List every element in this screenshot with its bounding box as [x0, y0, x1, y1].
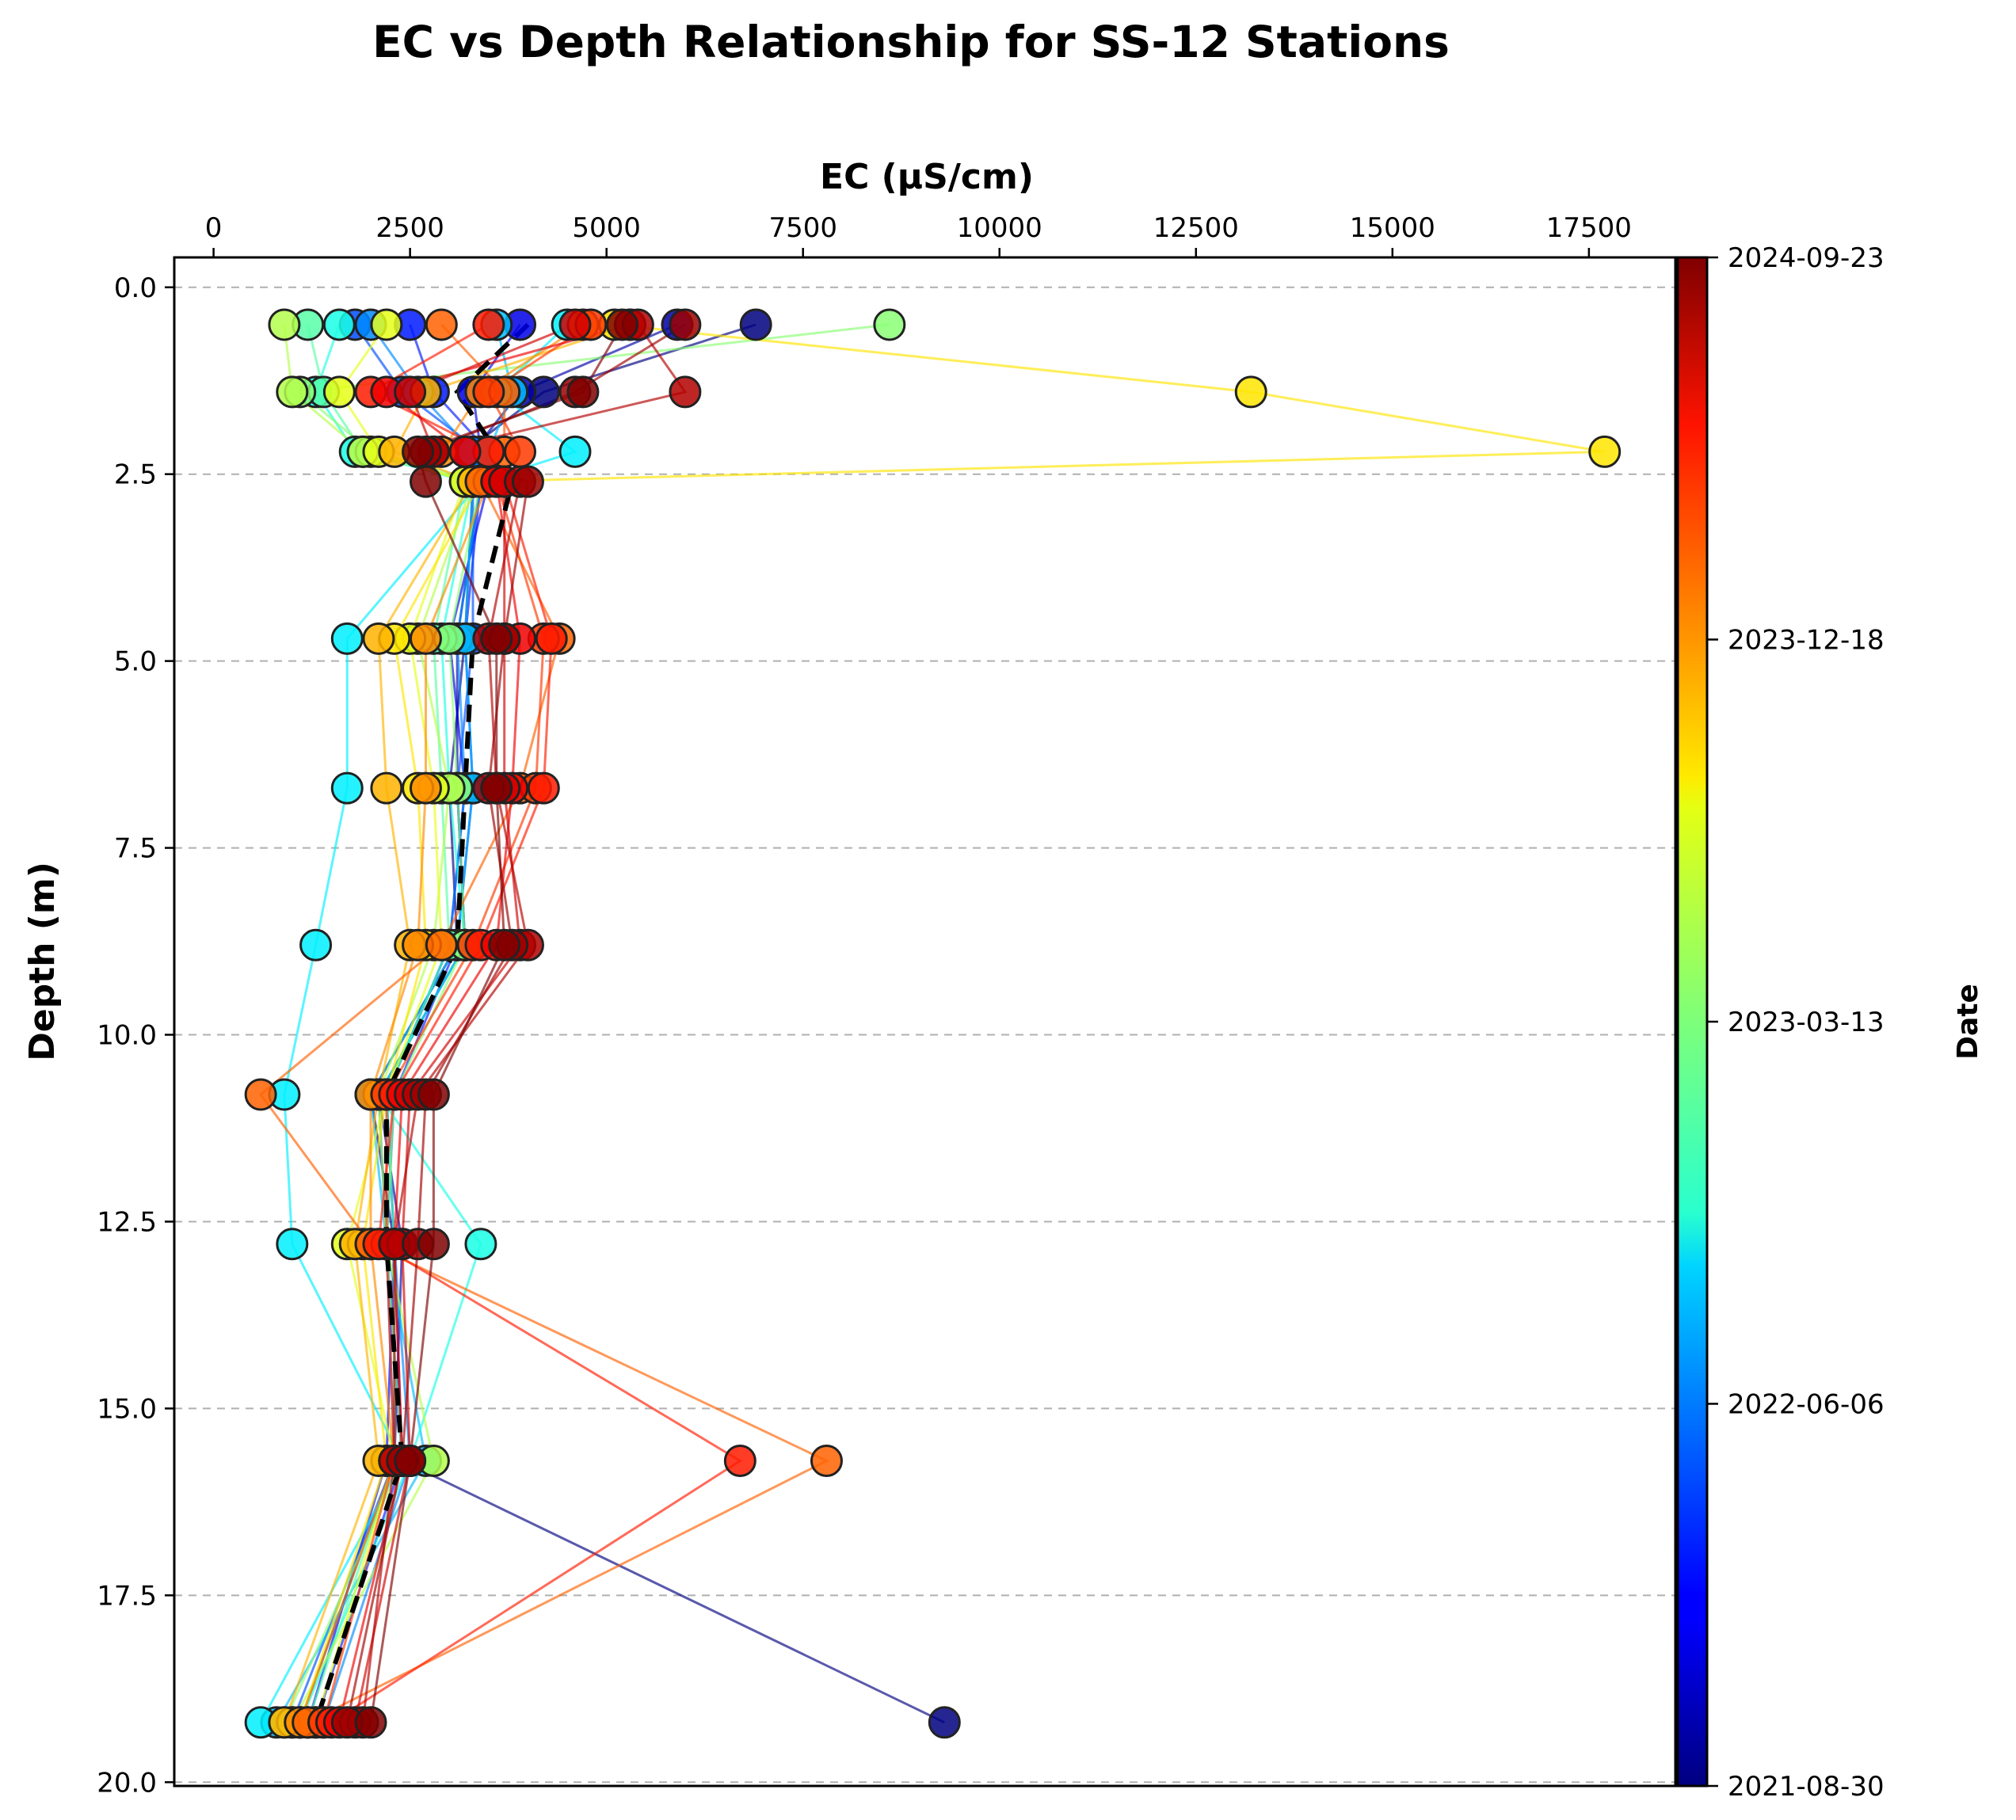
- data-point: [488, 928, 521, 961]
- data-point: [394, 1444, 427, 1477]
- x-tick-label: 12500: [1153, 212, 1239, 244]
- data-point: [448, 435, 482, 468]
- data-point: [472, 308, 505, 341]
- data-point: [472, 375, 505, 409]
- x-tick-label: 17500: [1546, 212, 1632, 244]
- data-point: [425, 928, 458, 961]
- colorbar-tick-label: 2023-03-13: [1728, 1007, 1885, 1038]
- data-point: [268, 308, 301, 341]
- data-point: [402, 435, 435, 468]
- data-point: [244, 1078, 277, 1111]
- profile-line: [322, 323, 592, 1723]
- x-ticks: 0 2500 5000 7500 10000 12500 15000 17500: [205, 212, 1632, 257]
- data-point: [322, 375, 356, 409]
- data-point: [480, 771, 513, 805]
- profile-line: [283, 323, 631, 1723]
- data-point: [928, 1706, 961, 1739]
- colorbar-label: Date: [1952, 984, 1984, 1060]
- colorbar-tick-label: 2022-06-06: [1728, 1389, 1885, 1421]
- colorbar: [1676, 256, 1709, 1788]
- colorbar-tick-label: 2024-09-23: [1728, 242, 1885, 274]
- data-point: [370, 771, 403, 805]
- data-point: [425, 308, 458, 341]
- profile-line: [299, 323, 1605, 1723]
- data-point: [669, 375, 702, 409]
- data-point: [409, 465, 442, 498]
- y-tick-label: 15.0: [97, 1393, 157, 1425]
- profile-lines: [259, 323, 1605, 1724]
- data-point: [330, 771, 364, 805]
- data-point: [527, 771, 560, 805]
- profile-line: [307, 324, 521, 1723]
- data-point: [276, 375, 309, 409]
- profile-line: [369, 324, 623, 1723]
- data-point: [535, 622, 568, 655]
- data-point: [1234, 375, 1267, 409]
- data-point: [330, 622, 364, 655]
- data-point: [480, 622, 513, 655]
- y-tick-label: 20.0: [97, 1767, 157, 1799]
- data-point: [810, 1444, 843, 1477]
- colorbar-tick-label: 2021-08-30: [1728, 1771, 1885, 1803]
- data-point: [873, 308, 906, 341]
- x-tick-label: 5000: [572, 212, 641, 244]
- x-tick-label: 2500: [375, 212, 444, 244]
- y-tick-label: 10.0: [97, 1020, 157, 1052]
- profile-line: [345, 323, 686, 1723]
- y-tick-label: 7.5: [114, 833, 157, 865]
- chart-title: EC vs Depth Relationship for SS-12 Stati…: [372, 17, 1450, 67]
- data-point: [739, 308, 772, 341]
- y-tick-label: 12.5: [97, 1206, 157, 1238]
- y-axis-label: Depth (m): [22, 862, 63, 1061]
- x-tick-label: 15000: [1350, 212, 1435, 244]
- colorbar-tick-label: 2023-12-18: [1728, 625, 1885, 657]
- y-tick-label: 2.5: [114, 459, 157, 491]
- data-point: [669, 308, 702, 341]
- data-point: [606, 308, 639, 341]
- data-points: [244, 308, 1622, 1739]
- data-point: [370, 308, 403, 341]
- profile-line: [259, 323, 829, 1724]
- x-tick-label: 10000: [957, 212, 1042, 244]
- data-point: [504, 435, 537, 468]
- data-point: [1588, 435, 1622, 468]
- plot-frame: [173, 256, 1677, 1788]
- y-tick-label: 5.0: [114, 646, 157, 678]
- data-point: [276, 1228, 309, 1261]
- data-point: [322, 308, 356, 341]
- x-axis-label: EC (µS/cm): [820, 157, 1034, 197]
- y-tick-label: 17.5: [97, 1580, 157, 1612]
- data-point: [417, 1078, 450, 1111]
- data-point: [409, 622, 442, 655]
- profile-line: [337, 323, 631, 1723]
- x-tick-label: 7500: [768, 212, 837, 244]
- data-point: [464, 1228, 497, 1261]
- data-point: [558, 308, 592, 341]
- x-tick-label: 0: [205, 212, 223, 244]
- data-point: [354, 1706, 387, 1739]
- data-point: [417, 1228, 450, 1261]
- profile-line: [299, 323, 678, 1723]
- y-tick-label: 0.0: [114, 272, 157, 304]
- data-point: [566, 375, 600, 409]
- colorbar-ticks: 2024-09-23 2023-12-18 2023-03-13 2022-06-06…: [1707, 242, 1885, 1803]
- data-point: [394, 375, 427, 409]
- y-ticks: 0.0 2.5 5.0 7.5 10.0 12.5 15.0 17.5 20.0: [97, 272, 174, 1799]
- data-point: [558, 435, 592, 468]
- data-point: [511, 465, 544, 498]
- data-point: [362, 622, 395, 655]
- data-point: [409, 771, 442, 805]
- data-point: [723, 1444, 756, 1477]
- data-point: [299, 928, 333, 961]
